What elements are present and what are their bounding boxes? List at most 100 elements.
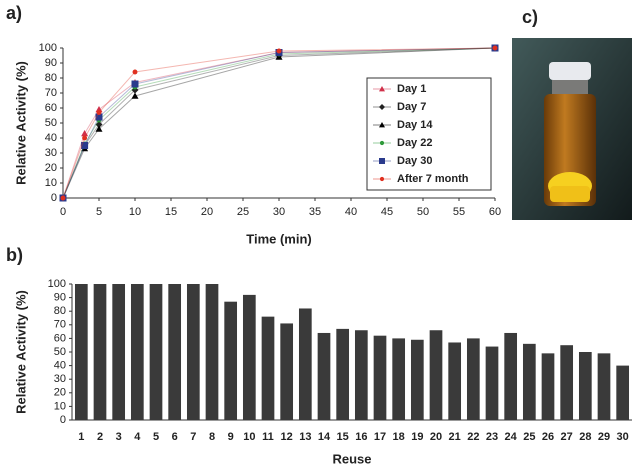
marker [95, 121, 103, 128]
x-tick-label: 12 [281, 431, 293, 443]
x-tick-label: 30 [617, 431, 629, 443]
x-tick-label: 35 [309, 206, 321, 218]
y-tick-label: 60 [45, 102, 57, 114]
bar [522, 343, 536, 420]
bar [448, 342, 462, 420]
x-tick-label: 20 [430, 431, 442, 443]
panel-label: c) [522, 7, 538, 27]
x-tick-label: 25 [523, 431, 535, 443]
bar [93, 284, 107, 420]
y-tick-label: 30 [54, 373, 66, 385]
bar [317, 332, 331, 420]
x-tick-label: 11 [262, 431, 274, 443]
y-tick-label: 20 [45, 162, 57, 174]
marker [131, 92, 139, 99]
bar [168, 284, 182, 420]
x-tick-label: 10 [243, 431, 255, 443]
y-tick-label: 0 [51, 192, 57, 204]
series-line [62, 47, 496, 199]
x-tick-label: 1 [78, 431, 84, 443]
marker [275, 53, 283, 60]
marker [95, 125, 103, 132]
y-tick-label: 70 [45, 87, 57, 99]
marker [81, 130, 89, 137]
series-line [62, 47, 496, 199]
bar [410, 339, 424, 420]
legend-label: Day 22 [397, 137, 432, 149]
marker [96, 110, 102, 115]
bar [354, 330, 368, 420]
x-tick-label: 15 [337, 431, 349, 443]
bar [74, 284, 88, 420]
y-tick-label: 80 [45, 72, 57, 84]
y-tick-label: 20 [54, 387, 66, 399]
legend-marker [379, 140, 385, 146]
x-axis-label: Reuse [332, 451, 371, 466]
y-tick-label: 10 [54, 400, 66, 412]
x-tick-label: 6 [172, 431, 178, 443]
x-tick-label: 17 [374, 431, 386, 443]
marker [95, 106, 103, 113]
y-tick-label: 90 [54, 292, 66, 304]
x-tick-label: 40 [345, 206, 357, 218]
marker [82, 135, 88, 141]
panel-label: a) [6, 3, 22, 23]
bar [261, 316, 275, 420]
legend-label: Day 7 [397, 101, 426, 113]
bar [578, 352, 592, 420]
bar [373, 335, 387, 420]
x-tick-label: 5 [153, 431, 159, 443]
x-tick-label: 13 [299, 431, 311, 443]
panel-label: b) [6, 245, 23, 265]
bar [112, 284, 126, 420]
x-tick-label: 9 [228, 431, 234, 443]
x-tick-label: 28 [579, 431, 591, 443]
bar [597, 353, 611, 420]
y-tick-label: 100 [48, 278, 66, 290]
x-tick-label: 45 [381, 206, 393, 218]
x-tick-label: 19 [411, 431, 423, 443]
series-line [62, 47, 496, 199]
legend-label: Day 14 [397, 119, 433, 131]
bar [224, 301, 238, 420]
x-tick-label: 30 [273, 206, 285, 218]
y-axis-label: Relative Activity (%) [13, 290, 28, 414]
bar [242, 294, 256, 420]
y-tick-label: 70 [54, 319, 66, 331]
bar [336, 328, 350, 420]
legend-marker [379, 158, 385, 164]
x-tick-label: 21 [449, 431, 461, 443]
legend-label: After 7 month [397, 173, 469, 185]
bar [205, 284, 219, 420]
y-tick-label: 100 [39, 42, 57, 54]
bar [504, 332, 518, 420]
y-tick-label: 60 [54, 332, 66, 344]
x-tick-label: 25 [237, 206, 249, 218]
x-tick-label: 10 [129, 206, 141, 218]
legend [366, 77, 492, 191]
bar [392, 338, 406, 420]
x-tick-label: 14 [318, 431, 331, 443]
marker [132, 69, 138, 75]
x-tick-label: 29 [598, 431, 610, 443]
x-tick-label: 15 [165, 206, 177, 218]
x-tick-label: 0 [60, 206, 66, 218]
legend-label: Day 1 [397, 83, 426, 95]
series-line [62, 47, 496, 199]
marker [81, 142, 89, 149]
photo [512, 38, 632, 220]
bar [298, 308, 312, 420]
y-tick-label: 40 [45, 132, 57, 144]
bar [541, 353, 555, 420]
x-tick-label: 23 [486, 431, 498, 443]
bar [485, 346, 499, 420]
bar [466, 338, 480, 420]
bar [616, 365, 630, 420]
marker [276, 48, 282, 54]
x-axis-label: Time (min) [246, 231, 312, 246]
series-line [62, 47, 496, 199]
x-tick-label: 16 [355, 431, 367, 443]
y-tick-label: 0 [60, 414, 66, 426]
x-tick-label: 60 [489, 206, 501, 218]
marker [492, 45, 498, 51]
